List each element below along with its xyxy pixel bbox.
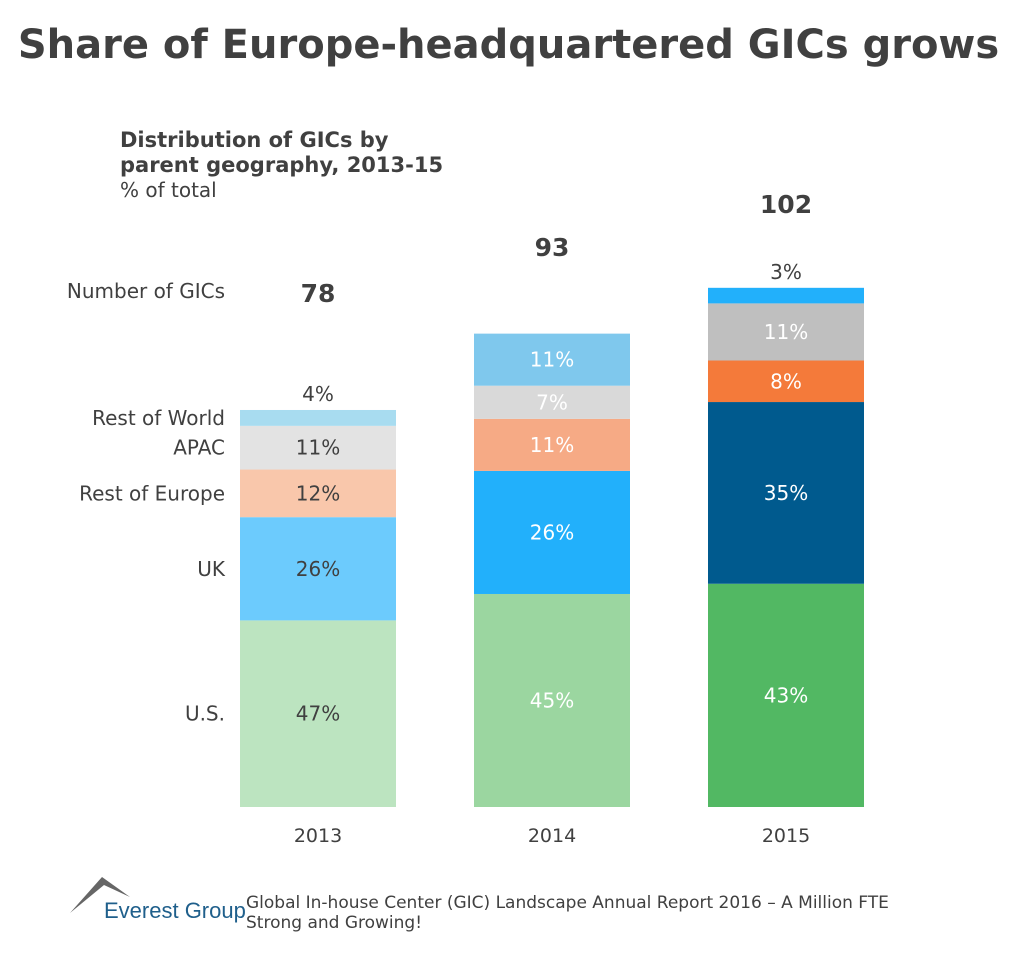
data-label: 4% — [302, 382, 334, 406]
total-label-value: 93 — [535, 233, 570, 262]
data-label: 11% — [530, 433, 574, 457]
total-label-value: 78 — [301, 279, 336, 308]
bar-segment — [240, 620, 396, 807]
total-label: Number of GICs — [66, 279, 225, 303]
logo-text: Everest Group — [104, 898, 246, 923]
bar-segment — [708, 583, 864, 807]
x-tick-label: 2014 — [528, 825, 576, 847]
data-label: 11% — [530, 348, 574, 372]
legend-label: UK — [197, 557, 226, 581]
bar-segment — [474, 333, 630, 386]
data-label: 43% — [764, 683, 808, 707]
data-label: 47% — [296, 702, 340, 726]
bar-segment — [474, 593, 630, 807]
everest-logo-mountain-icon — [70, 877, 130, 913]
bar-segment — [474, 418, 630, 471]
chart-title: Distribution of GICs by parent geography… — [120, 128, 444, 177]
data-label: 45% — [530, 688, 574, 712]
legend-label: Rest of World — [92, 406, 225, 430]
total-label-value: 102 — [760, 190, 812, 219]
legend-label: Rest of Europe — [79, 481, 225, 505]
bar-segment — [708, 303, 864, 361]
data-label: 11% — [296, 436, 340, 460]
bar-segment — [708, 360, 864, 403]
data-label: 3% — [770, 260, 802, 284]
page-title: Share of Europe-headquartered GICs grows — [17, 22, 1000, 68]
bar-segment — [708, 402, 864, 584]
data-label: 11% — [764, 320, 808, 344]
legend-label: U.S. — [185, 702, 225, 726]
data-label: 26% — [296, 557, 340, 581]
x-tick-label: 2013 — [294, 825, 342, 847]
bar-segment — [240, 517, 396, 621]
data-label: 8% — [770, 369, 802, 393]
bar-segment — [708, 287, 864, 304]
bar-segment — [474, 385, 630, 419]
bar-segment — [474, 470, 630, 594]
x-tick-label: 2015 — [762, 825, 810, 847]
data-label: 12% — [296, 481, 340, 505]
bar-segment — [240, 409, 396, 426]
data-label: 26% — [530, 520, 574, 544]
data-label: 7% — [536, 390, 568, 414]
bar-segment — [240, 469, 396, 518]
source-note: Global In-house Center (GIC) Landscape A… — [246, 893, 889, 933]
chart-unit: % of total — [120, 178, 217, 202]
legend-label: APAC — [173, 436, 225, 460]
data-label: 35% — [764, 481, 808, 505]
bar-segment — [240, 425, 396, 470]
